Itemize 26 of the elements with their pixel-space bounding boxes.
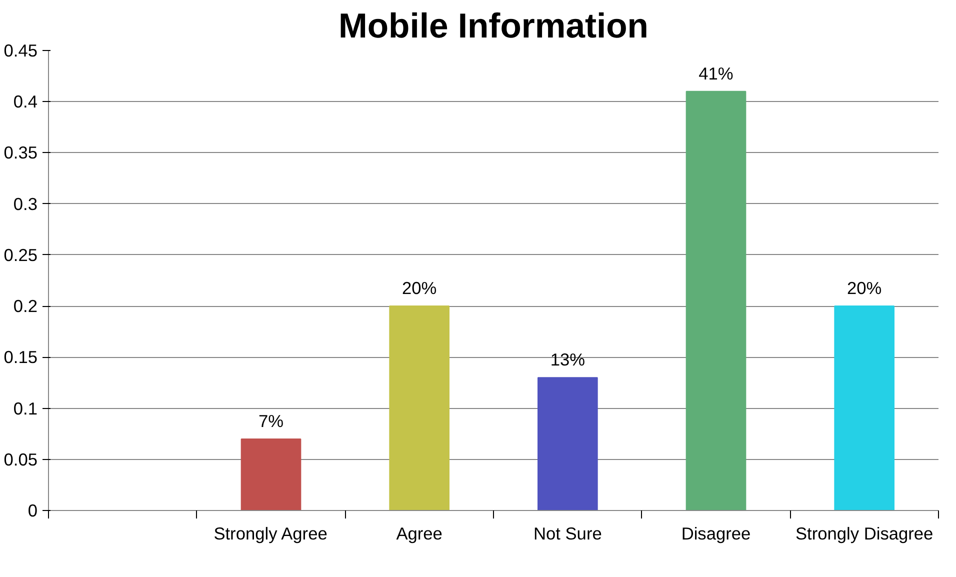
data-label: 41% — [698, 63, 734, 84]
y-tick-label: 0.3 — [13, 194, 38, 214]
y-tick-label: 0.1 — [13, 398, 38, 418]
chart-title: Mobile Information — [338, 8, 648, 46]
y-tick-label: 0.45 — [4, 40, 38, 60]
x-tick-label: Strongly Agree — [214, 524, 328, 544]
bar — [389, 306, 450, 510]
y-tick-label: 0.2 — [13, 296, 38, 316]
data-label: 13% — [550, 350, 586, 370]
data-label: 7% — [258, 410, 284, 431]
y-tick-label: 0.4 — [13, 92, 38, 112]
bar — [240, 438, 302, 510]
y-tick-label: 0.05 — [4, 449, 38, 470]
x-tick-label: Strongly Disagree — [795, 524, 934, 544]
y-tick-label: 0.25 — [4, 244, 38, 265]
bar — [834, 306, 894, 510]
data-label: 20% — [402, 278, 437, 298]
y-tick-label: 0.15 — [4, 347, 38, 368]
y-tick-label: 0 — [28, 500, 38, 520]
x-tick-label: Disagree — [681, 524, 751, 544]
y-tick-label: 0.35 — [4, 142, 38, 163]
data-label: 20% — [846, 278, 882, 298]
x-tick-label: Agree — [396, 524, 442, 544]
bar — [686, 90, 746, 510]
bar — [538, 377, 598, 510]
x-tick-label: Not Sure — [533, 524, 602, 544]
